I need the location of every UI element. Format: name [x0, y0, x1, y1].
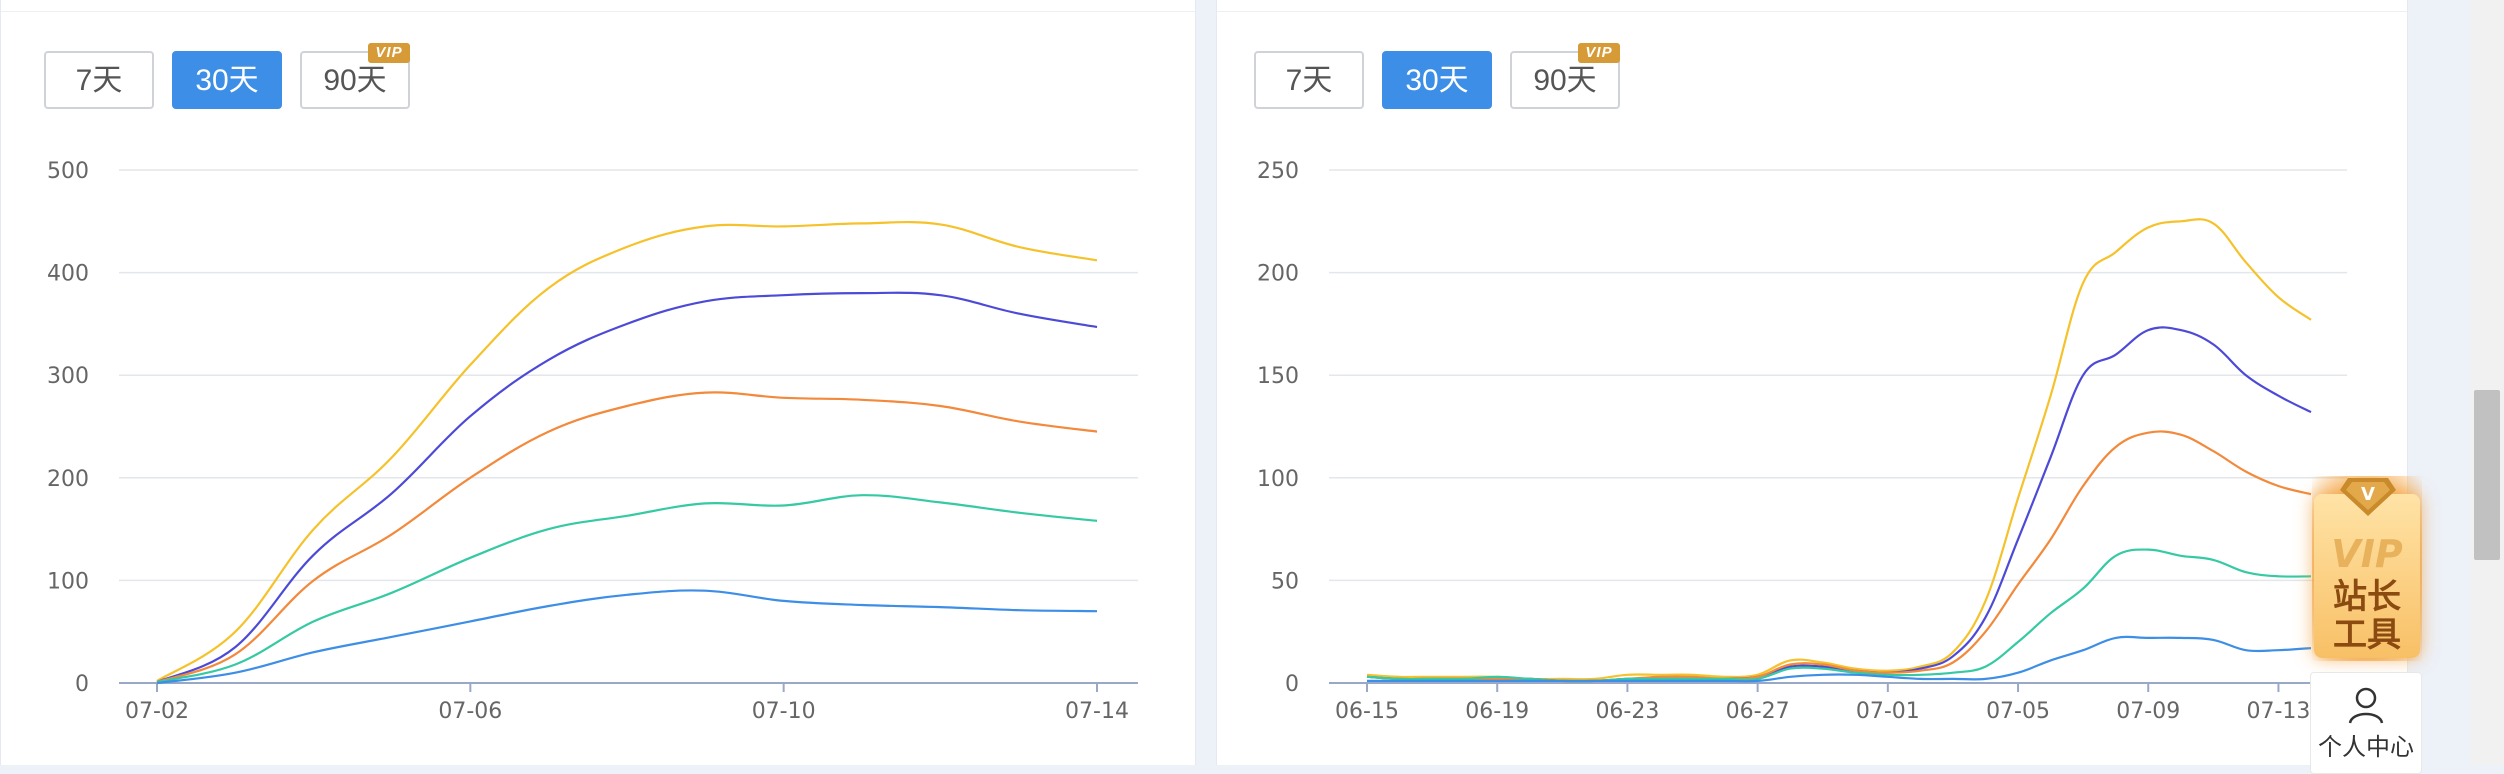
vip-webmaster-tools-button[interactable]: VIP 站长工具 — [2314, 494, 2420, 658]
x-tick-label: 06-19 — [1465, 699, 1529, 724]
x-tick-label: 07-06 — [438, 699, 502, 724]
x-tick-label: 07-01 — [1856, 699, 1920, 724]
chart-panel-left: 7天 30天 90天 VIP 0 100 200 300 400 500 07-02 07-0… — [0, 0, 1196, 765]
x-tick-label: 06-27 — [1726, 699, 1790, 724]
series-line-1 — [1366, 218, 2312, 681]
line-chart-left: 0 100 200 300 400 500 07-02 07-06 07-10 07-14 — [47, 159, 1138, 724]
y-tick-label: 200 — [47, 467, 89, 492]
range-90d-button[interactable]: 90天 VIP — [1510, 43, 1620, 109]
x-tick-label: 07-10 — [752, 699, 816, 724]
y-tick-label: 200 — [1257, 262, 1299, 287]
x-tick-label: 07-05 — [1986, 699, 2050, 724]
diamond-icon: V — [2340, 478, 2396, 516]
vip-badge: VIP — [368, 43, 410, 63]
y-tick-label: 400 — [47, 262, 89, 287]
vip-word: VIP — [2331, 532, 2403, 576]
x-tick-label: 07-14 — [1065, 699, 1129, 724]
scrollbar-thumb[interactable] — [2474, 390, 2500, 560]
y-tick-label: 0 — [75, 672, 89, 697]
series-line-4 — [1366, 548, 2312, 683]
range-90d-button[interactable]: 90天 VIP — [300, 43, 410, 109]
y-tick-label: 50 — [1271, 569, 1299, 594]
personal-center-button[interactable]: 个人中心 — [2310, 672, 2422, 774]
panel-divider — [1217, 11, 2407, 12]
line-chart-right: 0 50 100 150 200 250 06-15 06-19 06-23 06-27 07-01… — [1257, 159, 2347, 724]
range-7d-button[interactable]: 7天 — [44, 51, 154, 109]
series-line-3 — [1366, 430, 2312, 683]
svg-text:V: V — [2361, 484, 2375, 505]
y-tick-label: 100 — [47, 569, 89, 594]
x-tick-label: 06-23 — [1595, 699, 1659, 724]
range-7d-button[interactable]: 7天 — [1254, 51, 1364, 109]
range-30d-button[interactable]: 30天 — [1382, 51, 1492, 109]
range-30d-button[interactable]: 30天 — [172, 51, 282, 109]
range-90d-label: 90天 — [1533, 64, 1597, 97]
vip-badge: VIP — [1578, 43, 1620, 63]
y-tick-label: 250 — [1257, 159, 1299, 184]
y-tick-label: 150 — [1257, 364, 1299, 389]
panel-divider — [1, 11, 1195, 12]
y-tick-label: 0 — [1285, 672, 1299, 697]
series-line-2 — [1366, 326, 2312, 683]
user-icon — [2348, 687, 2384, 724]
y-tick-label: 100 — [1257, 467, 1299, 492]
series-line-3 — [156, 391, 1098, 684]
series-line-2 — [156, 291, 1098, 684]
y-tick-label: 500 — [47, 159, 89, 184]
series-line-4 — [156, 494, 1098, 684]
x-tick-label: 07-13 — [2246, 699, 2310, 724]
personal-center-label: 个人中心 — [2318, 733, 2414, 761]
vip-title: 站长工具 — [2333, 577, 2401, 655]
x-tick-label: 06-15 — [1335, 699, 1399, 724]
page-scrollbar[interactable] — [2470, 0, 2504, 765]
x-tick-label: 07-02 — [125, 699, 189, 724]
chart-panel-right: 7天 30天 90天 VIP 0 50 100 150 200 250 06-15 06-19… — [1216, 0, 2408, 765]
series-line-5 — [1367, 635, 2312, 683]
y-tick-label: 300 — [47, 364, 89, 389]
series-line-1 — [156, 220, 1098, 682]
range-90d-label: 90天 — [323, 64, 387, 97]
series-line-5 — [156, 589, 1098, 685]
x-tick-label: 07-09 — [2116, 699, 2180, 724]
